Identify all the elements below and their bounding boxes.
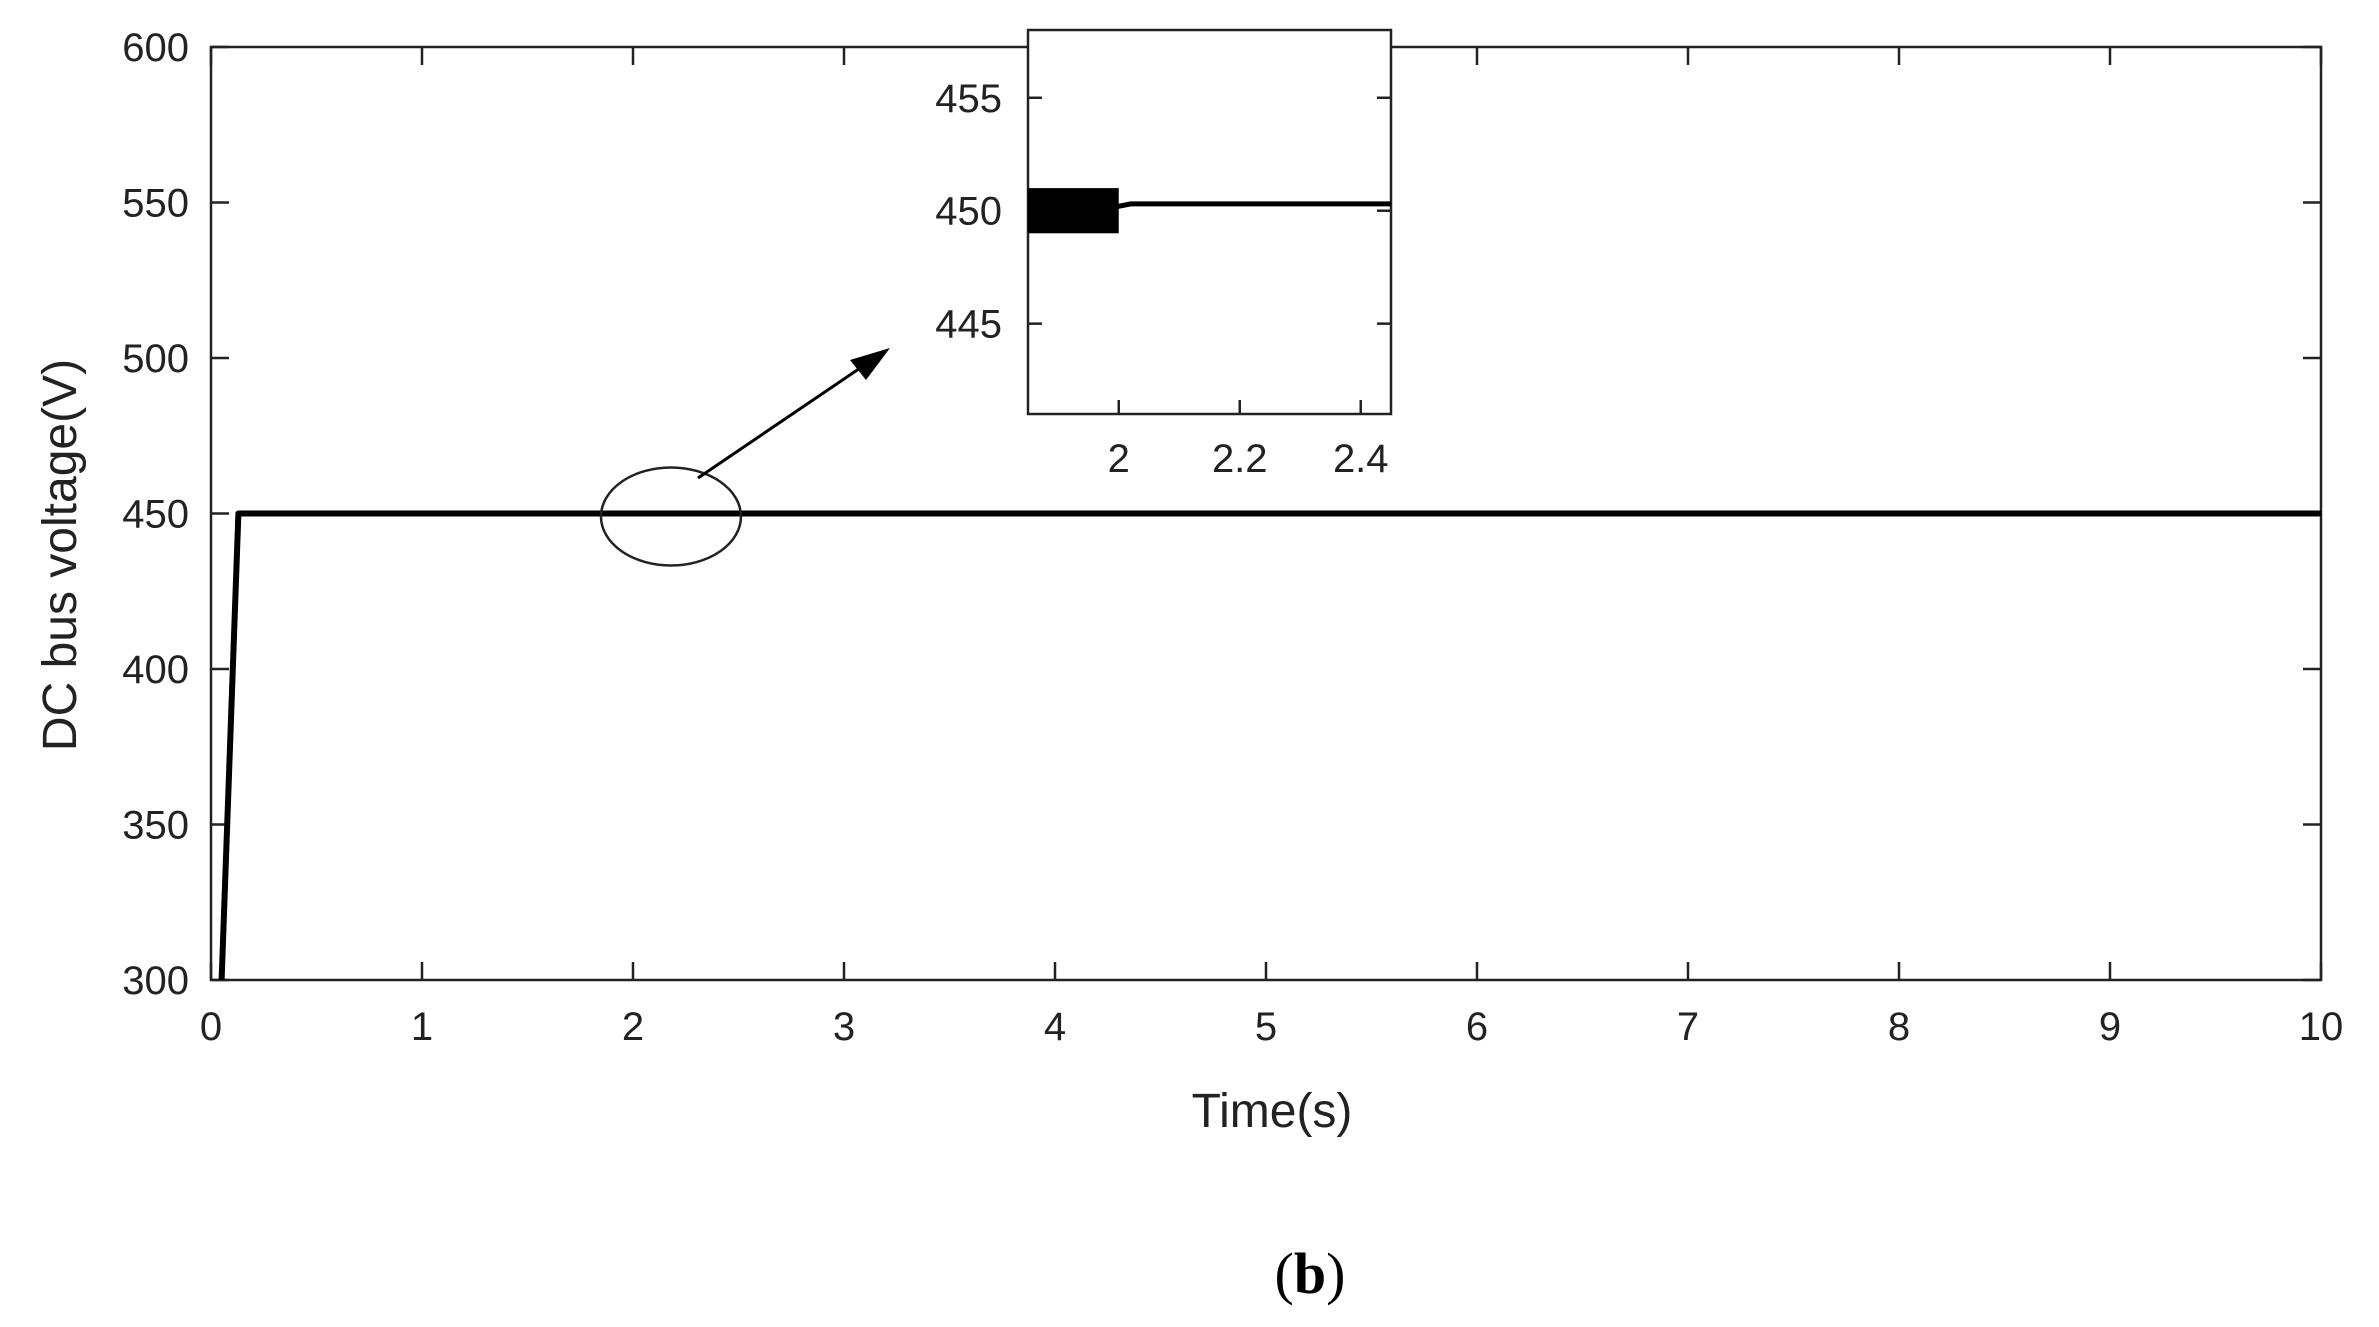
y-tick-label: 350 xyxy=(122,804,189,848)
panel-label-open: ( xyxy=(1275,1241,1294,1306)
main-chart: 0 1 2 3 4 5 6 7 8 9 10 300 350 400 450 500 550 600 xyxy=(122,26,2343,1049)
panel-label-letter: b xyxy=(1294,1241,1326,1306)
zoom-arrow-head xyxy=(850,348,890,380)
inset-y-tick-label: 455 xyxy=(935,77,1002,121)
x-tick-label: 5 xyxy=(1255,1005,1277,1049)
x-tick-label: 2 xyxy=(622,1005,644,1049)
y-tick-label: 400 xyxy=(122,648,189,692)
x-tick-label: 9 xyxy=(2099,1005,2121,1049)
dc-bus-voltage-line xyxy=(218,510,2321,981)
y-axis-label: DC bus voltage(V) xyxy=(34,359,87,751)
inset-y-tick-label: 445 xyxy=(935,303,1002,347)
zoom-ellipse xyxy=(599,466,743,567)
x-tick-label: 3 xyxy=(833,1005,855,1049)
inset-x-tick-label: 2 xyxy=(1108,437,1130,481)
zoom-annotation xyxy=(599,348,890,567)
inset-x-tick-label: 2.4 xyxy=(1333,437,1389,481)
inset-x-tick-label: 2.2 xyxy=(1212,437,1268,481)
zoom-arrow-shaft xyxy=(697,358,873,480)
y-tick-label: 600 xyxy=(122,26,189,70)
x-tick-label: 4 xyxy=(1044,1005,1066,1049)
x-tick-label: 6 xyxy=(1466,1005,1488,1049)
inset-chart: 2 2.2 2.4 445 450 455 xyxy=(935,28,1393,481)
y-tick-label: 500 xyxy=(122,337,189,381)
y-tick-label: 300 xyxy=(122,959,189,1003)
x-tick-label: 0 xyxy=(200,1005,222,1049)
y-tick-label: 450 xyxy=(122,493,189,537)
inset-voltage-line xyxy=(1028,201,1391,209)
x-tick-label: 8 xyxy=(1888,1005,1910,1049)
panel-label: (b) xyxy=(1275,1241,1346,1306)
panel-label-close: ) xyxy=(1326,1241,1345,1306)
inset-ripple-band xyxy=(1028,188,1119,234)
x-tick-label: 1 xyxy=(411,1005,433,1049)
x-tick-label: 7 xyxy=(1677,1005,1699,1049)
y-tick-label: 550 xyxy=(122,182,189,226)
x-tick-label: 10 xyxy=(2299,1005,2344,1049)
inset-y-tick-label: 450 xyxy=(935,190,1002,234)
x-axis-label: Time(s) xyxy=(1192,1085,1353,1138)
